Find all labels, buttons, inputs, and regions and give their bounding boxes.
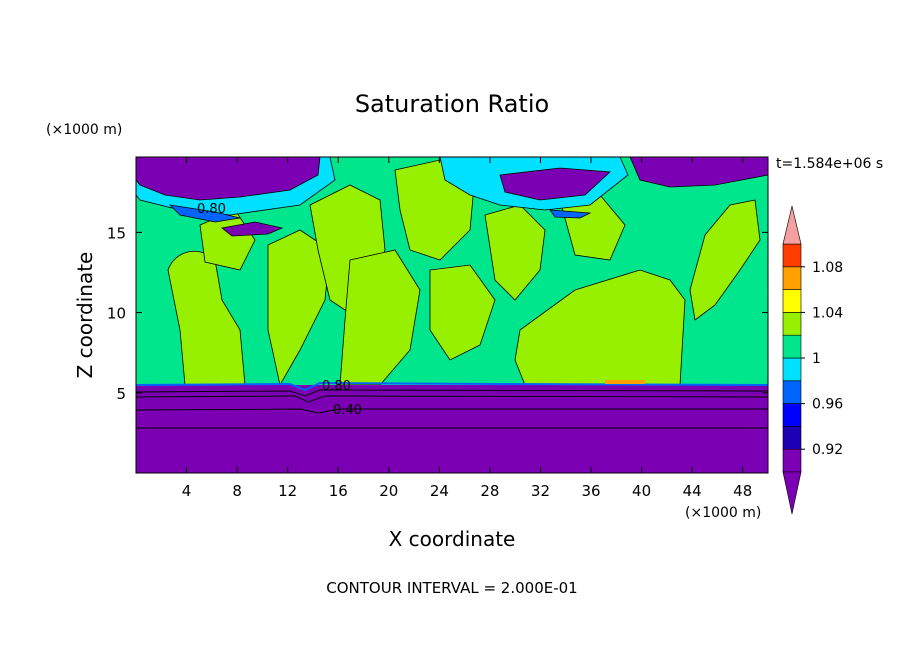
x-tick-label: 32 — [531, 482, 550, 500]
colorbar-label: 0.96 — [812, 397, 843, 413]
supersaturated-spot — [605, 380, 645, 384]
x-tick-label: 48 — [733, 482, 752, 500]
contour-label: 0.80 — [197, 202, 226, 217]
y-axis: 5 10 15 — [107, 224, 768, 403]
colorbar-over-arrow — [782, 205, 802, 245]
lower-dry-layer — [136, 385, 768, 473]
colorbar-swatch — [782, 266, 802, 290]
x-tick-label: 24 — [430, 482, 449, 500]
y-unit-label: (×1000 m) — [46, 122, 122, 138]
y-tick-label: 5 — [116, 385, 126, 403]
cloud-base-boundary — [136, 381, 768, 392]
colorbar-under-arrow — [782, 471, 802, 515]
x-unit-label: (×1000 m) — [685, 505, 761, 521]
colorbar-swatch — [782, 312, 802, 336]
x-tick-label: 16 — [329, 482, 348, 500]
x-axis: 4 8 12 16 20 24 28 32 36 40 44 48 — [182, 157, 752, 500]
colorbar-swatch — [782, 426, 802, 450]
x-tick-label: 4 — [182, 482, 192, 500]
x-tick-label: 8 — [232, 482, 242, 500]
colorbar-label: 1 — [812, 351, 821, 367]
x-tick-label: 44 — [683, 482, 702, 500]
x-tick-label: 28 — [480, 482, 499, 500]
chart-title: Saturation Ratio — [355, 90, 549, 118]
contour-label: 0.80 — [322, 379, 351, 394]
x-tick-label: 20 — [379, 482, 398, 500]
colorbar-label: 1.04 — [812, 305, 843, 321]
colorbar-swatch — [782, 357, 802, 382]
contour-labels: 0.80 0.80 0.40 — [197, 202, 362, 418]
time-label: t=1.584e+06 s — [776, 156, 883, 172]
contour-label: 0.40 — [333, 403, 362, 418]
y-tick-label: 15 — [107, 224, 126, 242]
contour-interval-footer: CONTOUR INTERVAL = 2.000E-01 — [326, 579, 577, 597]
colorbar-swatch — [782, 448, 802, 473]
upper-dry-patches — [136, 157, 768, 237]
contour-field — [136, 157, 768, 473]
x-tick-label: 36 — [581, 482, 600, 500]
colorbar-swatch — [782, 403, 802, 427]
colorbar-swatch — [782, 243, 802, 268]
lower-contour-lines — [136, 389, 768, 429]
colorbar-swatch — [782, 334, 802, 359]
colorbar-swatch — [782, 289, 802, 313]
x-tick-label: 40 — [632, 482, 651, 500]
colorbar-label: 0.92 — [812, 442, 843, 458]
y-tick-label: 10 — [107, 305, 126, 323]
colorbar: 0.92 0.96 1 1.04 1.08 — [782, 205, 843, 515]
x-axis-label: X coordinate — [389, 527, 516, 551]
x-tick-label: 12 — [278, 482, 297, 500]
plot-frame — [135, 156, 769, 474]
colorbar-swatch — [782, 380, 802, 404]
colorbar-label: 1.08 — [812, 260, 843, 276]
y-axis-label: Z coordinate — [73, 252, 97, 379]
